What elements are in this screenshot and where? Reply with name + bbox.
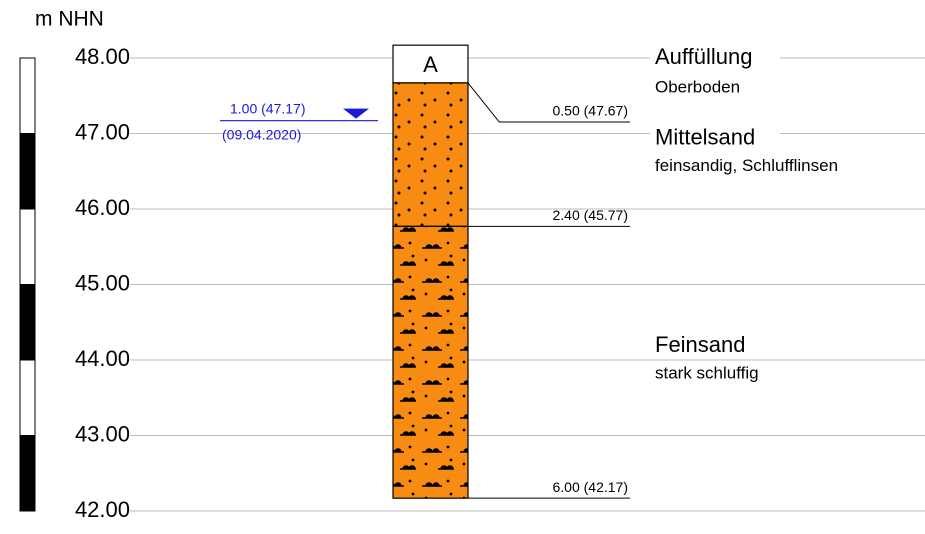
- column-label: A: [423, 52, 438, 77]
- groundwater-symbol: [343, 108, 369, 119]
- layer-description: Oberboden: [655, 78, 740, 97]
- layer: [392, 82, 469, 227]
- scale-block: [19, 133, 36, 210]
- y-tick-label: 43.00: [75, 421, 130, 446]
- scale-block: [19, 284, 36, 361]
- groundwater-label: 1.00 (47.17): [230, 100, 306, 116]
- y-tick-label: 47.00: [75, 119, 130, 144]
- scale-block: [19, 435, 36, 512]
- depth-leader: [467, 82, 630, 123]
- layer-name: Feinsand: [655, 332, 746, 357]
- layer-description: feinsandig, Schlufflinsen: [655, 156, 838, 175]
- axis-unit: m NHN: [35, 8, 104, 31]
- depth-label: 2.40 (45.77): [553, 207, 629, 223]
- scale-block: [19, 359, 36, 436]
- name-bg: [650, 45, 780, 72]
- layer-name: Auffüllung: [655, 44, 752, 69]
- y-tick-label: 48.00: [75, 44, 130, 69]
- y-tick-label: 45.00: [75, 270, 130, 295]
- name-bg: [650, 333, 780, 360]
- layer-description: stark schluffig: [655, 364, 759, 383]
- y-tick-label: 46.00: [75, 195, 130, 220]
- y-tick-label: 42.00: [75, 497, 130, 522]
- scale-block: [19, 208, 36, 285]
- depth-label: 6.00 (42.17): [553, 479, 629, 495]
- layer-name: Mittelsand: [655, 124, 755, 149]
- depth-label: 0.50 (47.67): [553, 103, 629, 119]
- scale-block: [19, 57, 36, 134]
- layer: [392, 225, 469, 499]
- groundwater-date: (09.04.2020): [222, 126, 301, 142]
- y-tick-label: 44.00: [75, 346, 130, 371]
- name-bg: [650, 125, 780, 152]
